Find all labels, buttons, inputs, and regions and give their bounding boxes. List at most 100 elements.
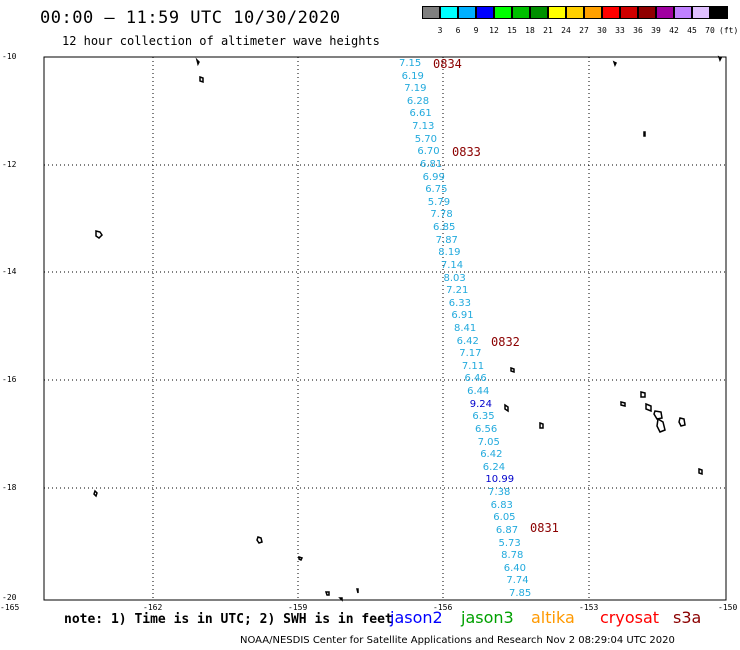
grid-lines — [44, 57, 726, 600]
wave-height-value: 5.73 — [498, 537, 521, 549]
wave-height-value: 6.85 — [433, 222, 456, 234]
y-tick-label: -14 — [2, 267, 17, 276]
legend-item-cryosat: cryosat — [600, 608, 660, 627]
islands — [93, 55, 723, 602]
wave-height-value: 7.21 — [446, 285, 469, 297]
color-swatch — [692, 6, 710, 19]
y-tick-label: -20 — [2, 593, 17, 602]
wave-height-value: 6.99 — [422, 171, 445, 183]
legend-item-altika: altika — [531, 608, 575, 627]
wave-height-value: 8.78 — [501, 550, 524, 562]
wave-height-value: 7.78 — [430, 209, 453, 221]
color-swatch — [458, 6, 476, 19]
map-title: 00:00 – 11:59 UTC 10/30/2020 — [40, 8, 341, 28]
wave-height-value: 6.33 — [448, 297, 472, 309]
wave-height-value: 7.38 — [488, 487, 511, 499]
legend-item-s3a: s3a — [673, 608, 702, 627]
color-swatch — [548, 6, 566, 19]
wave-height-value: 5.70 — [414, 133, 437, 145]
color-swatch — [494, 6, 512, 19]
wave-height-value: 7.17 — [459, 348, 482, 360]
color-scale-label: 15 — [507, 26, 517, 35]
wave-height-value: 7.05 — [477, 436, 500, 448]
x-tick-label: -165 — [0, 603, 20, 612]
x-tick-label: -156 — [433, 603, 453, 612]
wave-height-value: 7.87 — [435, 234, 458, 246]
y-tick-label: -16 — [2, 375, 17, 384]
color-swatch — [620, 6, 638, 19]
wave-height-value: 7.11 — [461, 360, 485, 372]
color-swatch — [584, 6, 602, 19]
color-swatch — [656, 6, 674, 19]
map-subtitle: 12 hour collection of altimeter wave hei… — [62, 34, 380, 48]
color-scale-label: 6 — [455, 26, 461, 35]
legend-item-jason2: jason2 — [390, 608, 443, 627]
wave-height-value: 6.61 — [409, 108, 432, 120]
wave-height-value: 6.44 — [467, 386, 490, 398]
wave-height-value: 8.03 — [443, 272, 466, 284]
wave-height-value: 6.28 — [406, 95, 430, 107]
wave-height-value: 6.56 — [474, 423, 498, 435]
wave-height-value: 7.14 — [440, 259, 464, 271]
credit-line: NOAA/NESDIS Center for Satellite Applica… — [240, 635, 675, 646]
wave-height-value: 6.19 — [401, 70, 424, 82]
y-tick-label: -18 — [2, 483, 17, 492]
color-scale-label: 36 — [633, 26, 643, 35]
wave-height-value: 6.87 — [495, 524, 519, 536]
y-tick-label: -10 — [2, 52, 17, 61]
color-scale-label: 18 — [525, 26, 535, 35]
color-scale-label: 12 — [489, 26, 499, 35]
wave-height-value: 7.15 — [399, 58, 422, 69]
time-label: 0832 — [491, 335, 520, 349]
color-swatch — [512, 6, 530, 19]
wave-height-value: 8.41 — [454, 323, 477, 334]
wave-height-value: 6.75 — [425, 184, 448, 196]
wave-height-value: 6.83 — [490, 499, 513, 511]
legend-item-jason3: jason3 — [461, 608, 514, 627]
color-scale-label: 30 — [597, 26, 607, 35]
time-label: 0834 — [433, 57, 462, 71]
wave-height-value: 10.99 — [485, 474, 515, 486]
color-swatch — [422, 6, 440, 19]
color-scale-label: 70 — [705, 26, 715, 35]
units-note: note: 1) Time is in UTC; 2) SWH is in fe… — [64, 612, 393, 627]
color-scale-label: 3 — [437, 26, 443, 35]
x-tick-label: -153 — [579, 603, 599, 612]
color-scale-label: 9 — [473, 26, 479, 35]
color-swatch — [710, 6, 728, 19]
wave-height-value: 6.24 — [482, 461, 506, 473]
wave-height-value: 6.70 — [417, 146, 440, 158]
wave-height-value: 8.19 — [438, 247, 461, 259]
color-scale-label: 33 — [615, 26, 625, 35]
color-scale-label: 42 — [669, 26, 679, 35]
time-label: 0833 — [452, 145, 481, 159]
color-scale-label: 24 — [561, 26, 571, 35]
color-scale-label: 39 — [651, 26, 661, 35]
color-scale-label: 27 — [579, 26, 589, 35]
color-swatch — [638, 6, 656, 19]
wave-height-value: 7.85 — [509, 588, 532, 599]
wave-height-value: 7.19 — [404, 83, 427, 95]
color-swatch — [440, 6, 458, 19]
x-tick-label: -162 — [143, 603, 163, 612]
color-swatch — [602, 6, 620, 19]
wave-height-value: 6.42 — [456, 335, 479, 347]
time-label: 0831 — [530, 521, 559, 535]
wave-height-value: 6.40 — [503, 562, 527, 574]
wave-height-value: 6.42 — [480, 449, 503, 461]
y-tick-label: -12 — [2, 160, 17, 169]
color-scale-label: 21 — [543, 26, 553, 35]
wave-height-value: 5.79 — [427, 196, 451, 208]
x-tick-label: -150 — [718, 603, 738, 612]
map-frame — [43, 56, 727, 601]
wave-height-value: 6.35 — [472, 411, 495, 423]
color-scale-label: 45 — [687, 26, 697, 35]
color-scale-label: (ft) — [719, 26, 739, 35]
wave-height-value: 9.24 — [469, 398, 492, 410]
color-swatch — [566, 6, 584, 19]
wave-height-value: 6.05 — [493, 512, 516, 524]
wave-height-value: 7.74 — [506, 575, 529, 587]
color-swatch — [530, 6, 548, 19]
wave-height-value: 6.46 — [464, 373, 487, 385]
